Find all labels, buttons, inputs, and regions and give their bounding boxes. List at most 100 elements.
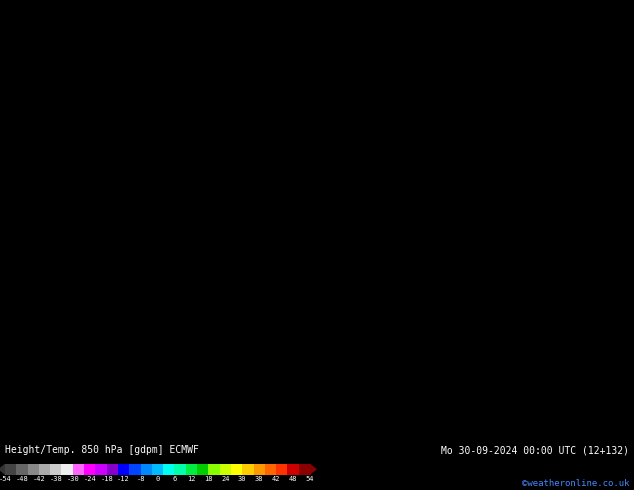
Text: 5: 5: [364, 216, 368, 225]
Text: 6: 6: [526, 333, 531, 342]
Text: 1: 1: [182, 72, 186, 81]
Text: 5: 5: [247, 360, 252, 368]
Text: /: /: [337, 281, 342, 290]
Text: 6: 6: [292, 306, 297, 315]
Text: 4: 4: [377, 90, 382, 99]
Text: 0: 0: [234, 0, 238, 9]
Text: -38: -38: [49, 476, 62, 482]
Text: 2: 2: [26, 252, 30, 261]
Text: 6: 6: [520, 395, 524, 405]
Text: 5: 5: [494, 360, 498, 368]
Text: 2: 2: [110, 72, 115, 81]
Text: 5: 5: [318, 296, 323, 306]
Text: 3: 3: [494, 207, 498, 216]
Text: 3: 3: [559, 216, 564, 225]
Text: 5: 5: [390, 270, 394, 279]
Text: 1: 1: [266, 81, 271, 90]
Text: 6: 6: [240, 270, 245, 279]
Text: 3: 3: [72, 395, 76, 405]
Text: 3: 3: [384, 405, 388, 414]
Text: 6: 6: [240, 368, 245, 377]
Text: 5: 5: [481, 288, 486, 296]
Text: 7: 7: [156, 441, 160, 449]
Text: /: /: [256, 392, 260, 401]
Text: 3: 3: [552, 252, 557, 261]
Text: 1: 1: [299, 90, 304, 99]
Text: 2: 2: [306, 90, 310, 99]
Text: /: /: [378, 131, 384, 141]
Text: 4: 4: [46, 81, 50, 90]
Text: 3: 3: [592, 45, 596, 54]
Text: 0: 0: [214, 171, 219, 180]
Text: 3: 3: [468, 153, 472, 162]
Text: 4: 4: [598, 18, 603, 27]
Text: 4: 4: [280, 395, 284, 405]
Text: /: /: [95, 291, 100, 299]
Text: 3: 3: [370, 72, 375, 81]
Text: 6: 6: [481, 414, 486, 422]
Text: 0: 0: [214, 126, 219, 135]
Text: 2: 2: [0, 126, 4, 135]
Text: 7: 7: [533, 405, 538, 414]
Text: 3: 3: [429, 377, 434, 387]
Text: 1: 1: [20, 18, 24, 27]
Text: 3: 3: [280, 198, 284, 207]
Text: 6: 6: [585, 288, 590, 296]
Text: /: /: [182, 278, 186, 287]
Text: 3: 3: [338, 368, 342, 377]
Text: /: /: [294, 247, 299, 256]
Text: 4: 4: [422, 342, 427, 350]
Text: 3: 3: [91, 18, 96, 27]
Text: 7: 7: [592, 323, 596, 333]
Text: 2: 2: [26, 171, 30, 180]
Text: 1: 1: [162, 144, 167, 153]
Text: 0: 0: [188, 153, 193, 162]
Text: 1: 1: [0, 18, 4, 27]
Text: 8: 8: [598, 441, 603, 449]
Text: 2: 2: [52, 225, 56, 234]
Text: 2: 2: [533, 207, 538, 216]
Text: 2: 2: [572, 135, 577, 144]
Text: 4: 4: [578, 36, 583, 45]
Text: 6: 6: [462, 441, 466, 449]
Text: 6: 6: [592, 306, 596, 315]
Text: 4: 4: [462, 243, 466, 252]
Text: 5: 5: [162, 387, 167, 395]
Text: 3: 3: [462, 207, 466, 216]
Text: 2: 2: [20, 296, 24, 306]
Text: 2: 2: [156, 36, 160, 45]
Text: 5: 5: [280, 350, 284, 360]
Text: 5: 5: [403, 234, 408, 243]
Text: 3: 3: [52, 45, 56, 54]
Text: 8: 8: [598, 342, 603, 350]
Text: 5: 5: [572, 261, 577, 270]
Text: 3: 3: [494, 162, 498, 171]
Text: /: /: [337, 236, 342, 245]
Text: 2: 2: [318, 126, 323, 135]
Text: 1: 1: [182, 81, 186, 90]
Text: 3: 3: [143, 279, 148, 288]
Text: /: /: [172, 235, 177, 244]
Text: 6: 6: [514, 387, 518, 395]
Text: 3: 3: [208, 216, 212, 225]
Text: 5: 5: [520, 72, 524, 81]
Text: 3: 3: [13, 90, 18, 99]
Text: /: /: [172, 401, 176, 410]
Text: 7: 7: [604, 279, 609, 288]
Text: 5: 5: [260, 368, 264, 377]
Text: 2: 2: [422, 377, 427, 387]
Text: 6: 6: [176, 441, 180, 449]
Text: 6: 6: [624, 261, 629, 270]
Text: 4: 4: [468, 350, 472, 360]
Text: 7: 7: [559, 422, 564, 432]
Text: 5: 5: [260, 252, 264, 261]
Text: 4: 4: [78, 350, 82, 360]
Text: /: /: [48, 85, 52, 94]
Text: 4: 4: [526, 36, 531, 45]
Text: 3: 3: [384, 377, 388, 387]
Text: 0: 0: [182, 90, 186, 99]
Text: 6: 6: [221, 323, 226, 333]
Bar: [152, 464, 164, 475]
Text: /: /: [182, 327, 187, 336]
Text: /: /: [78, 163, 82, 172]
